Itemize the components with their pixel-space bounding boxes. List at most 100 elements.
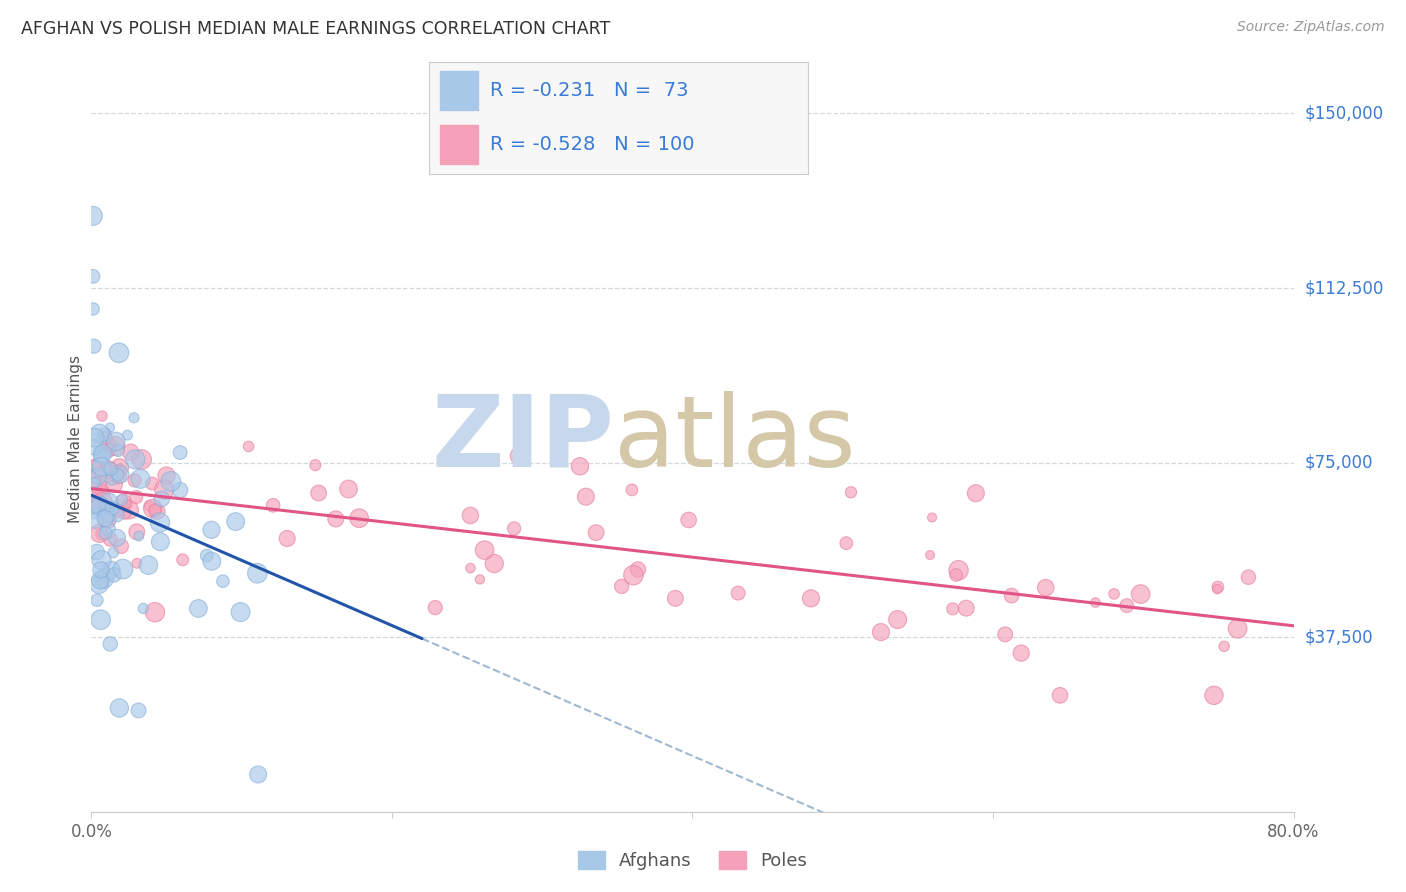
Point [105, 508, 128, 522]
Point [238, 439, 260, 453]
Point [89, 496, 111, 510]
Point [117, 428, 139, 442]
Point [128, 703, 150, 717]
Point [87, 497, 110, 511]
Point [468, 573, 491, 587]
Point [143, 605, 166, 619]
Bar [440, 71, 478, 111]
Point [610, 579, 633, 593]
Point [225, 515, 247, 529]
Point [86, 478, 108, 492]
Text: $75,000: $75,000 [1305, 454, 1374, 472]
Point [146, 505, 169, 519]
Point [90, 563, 112, 577]
Point [91, 409, 114, 423]
Point [103, 545, 125, 559]
Point [131, 452, 153, 467]
Point [276, 532, 298, 546]
Point [160, 475, 183, 489]
Bar [440, 125, 478, 164]
Point [93, 572, 115, 586]
Point [83, 458, 105, 473]
Point [120, 445, 142, 459]
Point [1206, 580, 1229, 594]
Point [1010, 646, 1032, 660]
Point [98, 533, 121, 547]
Point [87, 577, 110, 591]
Point [114, 506, 136, 520]
Point [153, 483, 176, 497]
Point [921, 510, 943, 524]
Point [965, 486, 987, 500]
Point [129, 472, 152, 486]
Point [1226, 622, 1249, 636]
Text: Source: ZipAtlas.com: Source: ZipAtlas.com [1237, 20, 1385, 34]
Point [125, 524, 148, 539]
Point [90, 553, 112, 567]
Point [503, 521, 526, 535]
Point [84, 514, 107, 528]
Point [111, 492, 134, 507]
Point [955, 601, 977, 615]
Point [83, 475, 105, 490]
Text: $150,000: $150,000 [1305, 104, 1384, 122]
Point [141, 476, 163, 491]
Point [107, 467, 129, 482]
Point [108, 460, 131, 475]
Point [115, 497, 138, 511]
Point [94, 511, 117, 525]
Point [90, 448, 112, 462]
Point [1202, 689, 1225, 703]
Point [1049, 689, 1071, 703]
Text: ZIP: ZIP [432, 391, 614, 488]
Point [138, 558, 160, 573]
Point [870, 625, 893, 640]
Point [568, 459, 591, 474]
Point [87, 497, 110, 511]
Point [1000, 589, 1022, 603]
Point [212, 574, 235, 589]
Point [90, 459, 112, 474]
Text: atlas: atlas [614, 391, 856, 488]
Point [678, 513, 700, 527]
Point [247, 767, 270, 781]
Point [91, 495, 114, 509]
Point [97, 522, 120, 536]
Point [627, 562, 650, 576]
Point [108, 462, 131, 476]
Point [143, 503, 166, 517]
Point [82, 209, 104, 223]
Point [83, 506, 105, 520]
Point [484, 557, 506, 571]
Point [93, 427, 115, 442]
Point [98, 420, 121, 434]
Y-axis label: Median Male Earnings: Median Male Earnings [67, 355, 83, 524]
Text: R = -0.528   N = 100: R = -0.528 N = 100 [489, 135, 695, 154]
Text: $112,500: $112,500 [1305, 279, 1384, 297]
Point [1102, 587, 1125, 601]
Point [585, 525, 607, 540]
Point [89, 500, 111, 514]
Point [84, 460, 107, 475]
Point [1129, 587, 1152, 601]
Point [91, 508, 114, 522]
Point [83, 498, 105, 512]
Point [195, 549, 218, 563]
Legend: Afghans, Poles: Afghans, Poles [571, 843, 814, 877]
Text: $37,500: $37,500 [1305, 628, 1374, 646]
Point [886, 613, 908, 627]
Point [623, 568, 645, 582]
Point [107, 443, 129, 458]
Point [994, 627, 1017, 641]
Point [155, 468, 177, 483]
Point [839, 485, 862, 500]
Point [89, 573, 111, 587]
Point [132, 601, 155, 615]
Point [800, 591, 823, 606]
Point [104, 439, 127, 453]
Point [337, 482, 360, 496]
Point [945, 568, 967, 582]
Point [124, 473, 146, 487]
Point [82, 269, 104, 284]
Point [98, 637, 121, 651]
